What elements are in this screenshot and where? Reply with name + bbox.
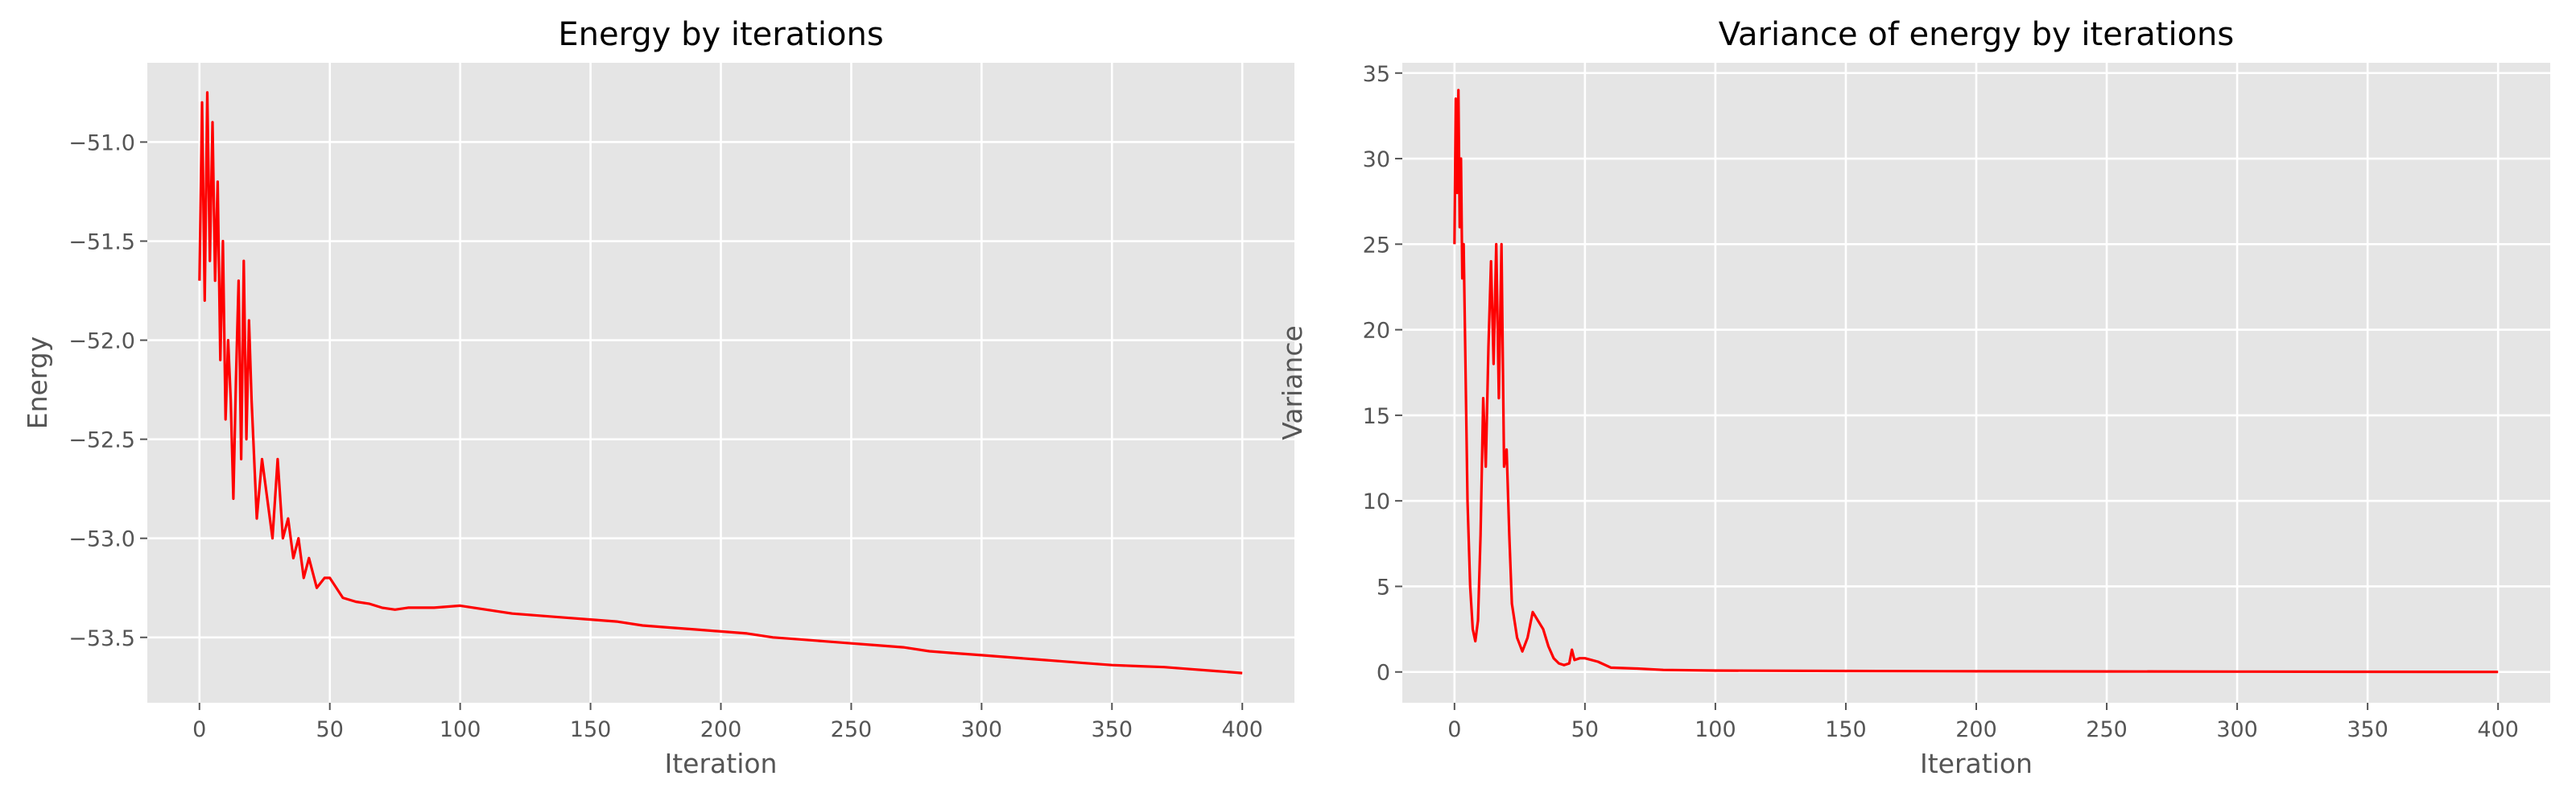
- x-tick-label: 300: [2216, 717, 2258, 742]
- y-tick-label: 35: [1363, 62, 1390, 87]
- x-tick-label: 100: [440, 717, 481, 742]
- x-tick-label: 50: [1571, 717, 1599, 742]
- y-tick-label: 20: [1363, 319, 1390, 344]
- x-axis-label: Iteration: [1920, 748, 2033, 779]
- y-tick-label: 0: [1377, 661, 1390, 686]
- x-tick-label: 250: [2086, 717, 2128, 742]
- x-tick-label: 200: [1955, 717, 1997, 742]
- x-tick-label: 50: [316, 717, 344, 742]
- x-tick-label: 350: [2347, 717, 2388, 742]
- x-tick-label: 400: [1221, 717, 1263, 742]
- x-tick-label: 400: [2477, 717, 2519, 742]
- y-tick-label: 10: [1363, 489, 1390, 514]
- y-tick-label: 30: [1363, 147, 1390, 172]
- energy-chart: 0 50 100 150 200 250 300 350 400 −51.0 −51.5 −52.0 −…: [22, 16, 1294, 779]
- x-tick-label: 300: [961, 717, 1003, 742]
- data-series-line: [1453, 89, 2499, 674]
- y-tick-label: 25: [1363, 233, 1390, 258]
- chart-title: Variance of energy by iterations: [1719, 16, 2234, 53]
- x-tick-label: 350: [1092, 717, 1133, 742]
- variance-chart: 0 50 100 150 200 250 300 350 400 0 5 10 15 20 25 30 35 Va…: [1277, 16, 2550, 779]
- x-tick-label: 100: [1695, 717, 1736, 742]
- x-tick-label: 150: [570, 717, 612, 742]
- x-axis-label: Iteration: [665, 748, 778, 779]
- chart-title: Energy by iterations: [558, 16, 883, 53]
- y-tick-label: −51.5: [68, 230, 135, 255]
- x-tick-label: 0: [1447, 717, 1461, 742]
- y-tick-label: 15: [1363, 404, 1390, 429]
- y-axis-label: Energy: [22, 336, 53, 430]
- y-axis-label: Variance: [1277, 325, 1308, 440]
- x-tick-label: 200: [700, 717, 742, 742]
- x-tick-label: 150: [1825, 717, 1867, 742]
- y-tick-label: −52.0: [68, 329, 135, 354]
- y-tick-label: −52.5: [68, 428, 135, 453]
- x-tick-label: 250: [831, 717, 873, 742]
- y-tick-label: −51.0: [68, 130, 135, 155]
- data-series-line: [198, 91, 1243, 675]
- x-tick-label: 0: [192, 717, 206, 742]
- y-tick-label: 5: [1377, 575, 1390, 600]
- y-tick-label: −53.0: [68, 527, 135, 552]
- y-tick-label: −53.5: [68, 626, 135, 651]
